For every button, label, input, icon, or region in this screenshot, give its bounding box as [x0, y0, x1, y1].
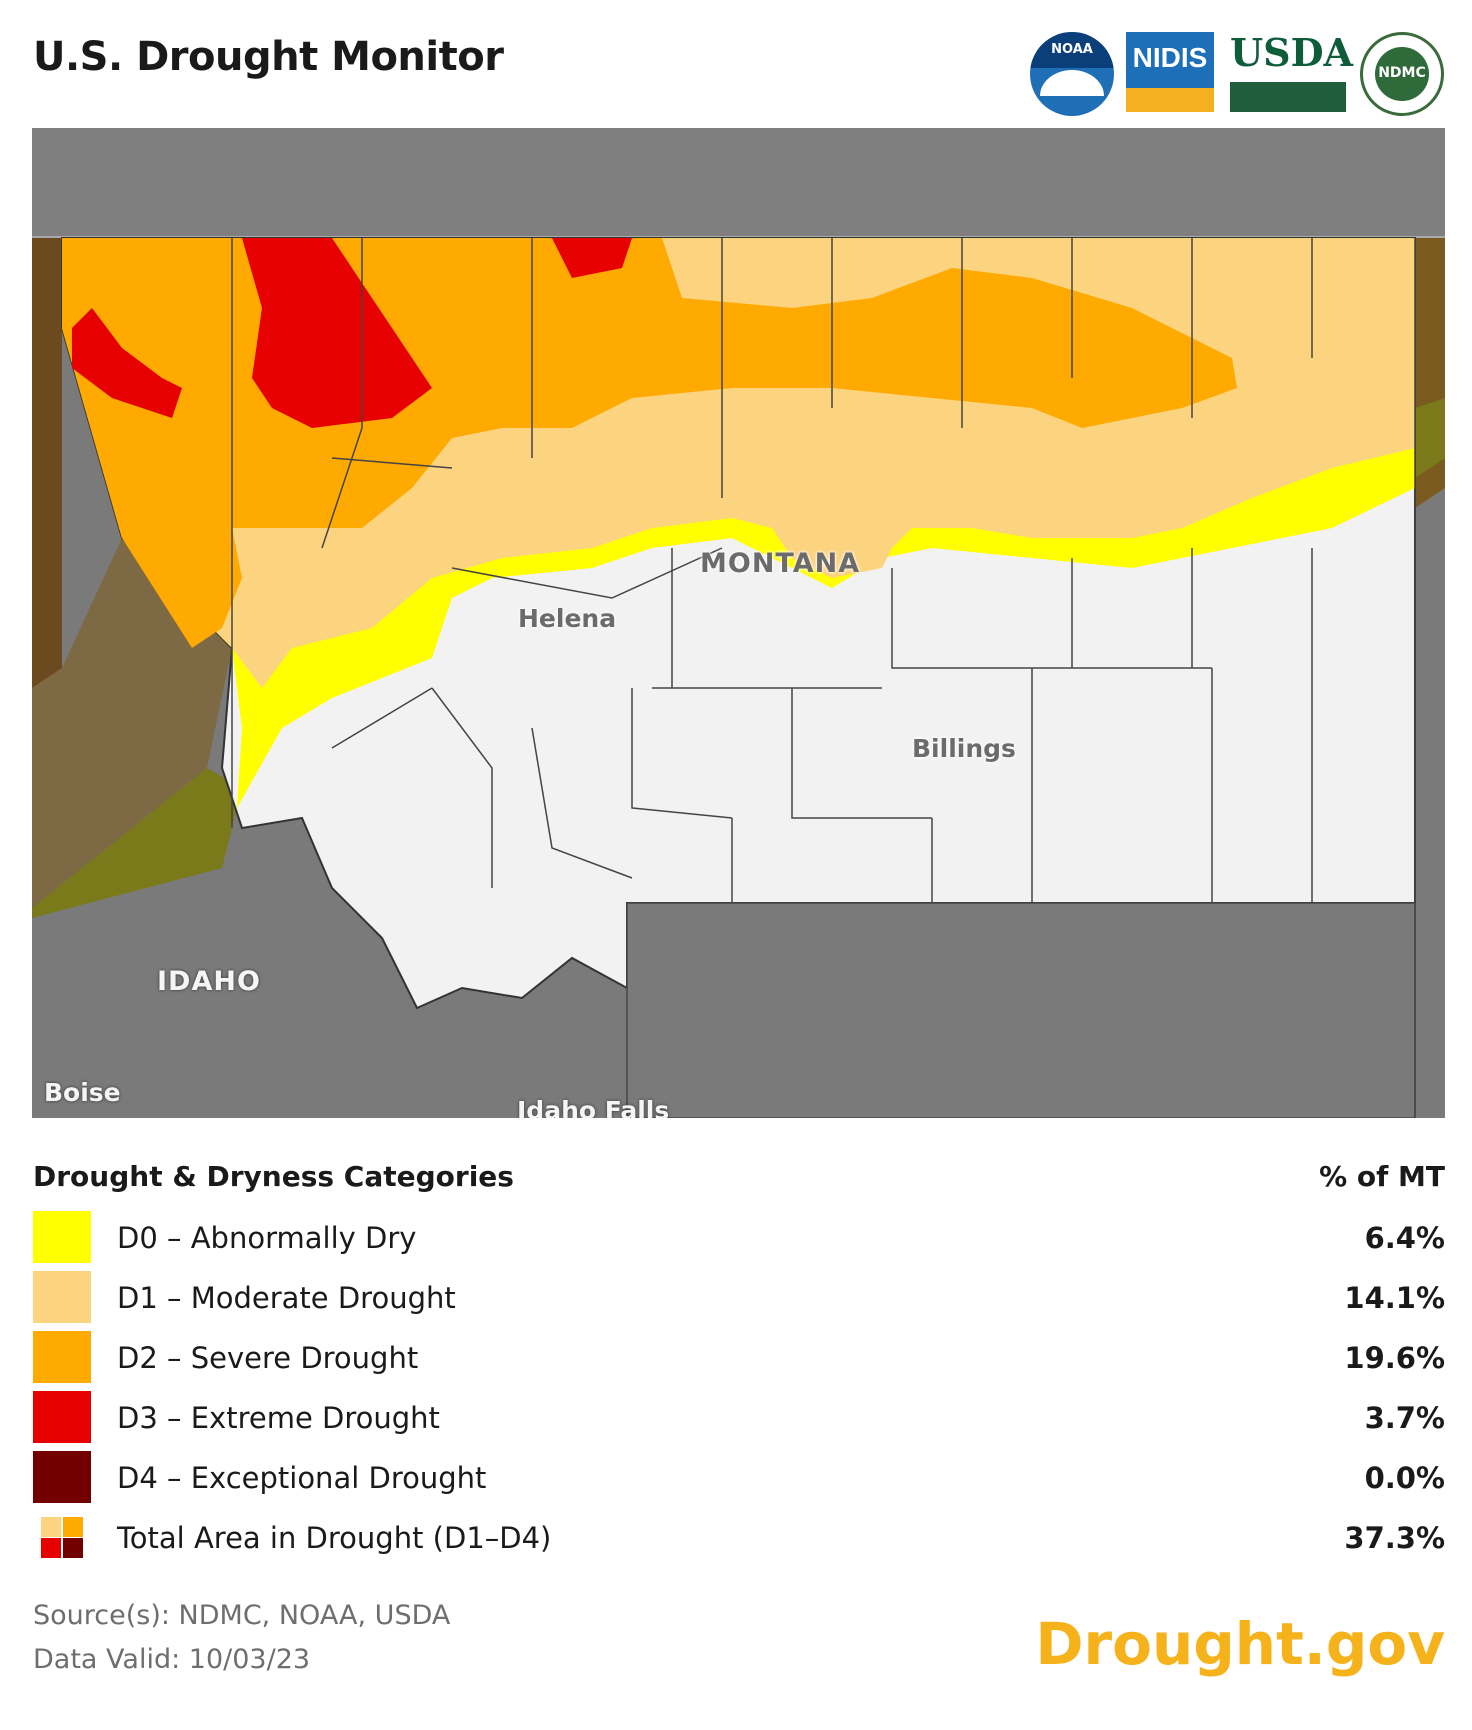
- source-text: Source(s): NDMC, NOAA, USDA: [33, 1600, 451, 1631]
- idaho-d4-patch: [32, 238, 62, 688]
- legend-label: D2 – Severe Drought: [117, 1341, 419, 1375]
- legend-label: D3 – Extreme Drought: [117, 1401, 440, 1435]
- legend-row-total: Total Area in Drought (D1–D4) 37.3%: [33, 1511, 1445, 1563]
- nd-olive-patch: [1415, 398, 1445, 478]
- label-idaho-falls: Idaho Falls: [517, 1096, 670, 1118]
- wyoming-area: [626, 902, 1416, 1118]
- swatch-total: [33, 1511, 91, 1563]
- legend-row-d3: D3 – Extreme Drought 3.7%: [33, 1391, 1445, 1443]
- legend-heading: Drought & Dryness Categories: [33, 1160, 514, 1193]
- swatch-d3: [33, 1391, 91, 1443]
- legend-label: D0 – Abnormally Dry: [117, 1221, 417, 1255]
- swatch-d2: [33, 1331, 91, 1383]
- swatch-d4: [33, 1451, 91, 1503]
- canada-area: [32, 128, 1445, 238]
- label-boise: Boise: [44, 1078, 121, 1107]
- label-idaho: IDAHO: [157, 966, 261, 997]
- page-title: U.S. Drought Monitor: [33, 34, 504, 80]
- drought-gov-link[interactable]: Drought.gov: [1035, 1610, 1445, 1678]
- drought-map[interactable]: MONTANA Helena Billings IDAHO Boise Idah…: [32, 128, 1445, 1118]
- legend-value: 14.1%: [1344, 1281, 1445, 1315]
- legend-value: 37.3%: [1344, 1521, 1445, 1555]
- d3-area-3: [72, 308, 182, 418]
- d3-area-2: [552, 238, 632, 278]
- legend-value: 3.7%: [1364, 1401, 1445, 1435]
- legend-value: 19.6%: [1344, 1341, 1445, 1375]
- legend-value: 6.4%: [1364, 1221, 1445, 1255]
- county-lines: [231, 238, 1313, 903]
- ndmc-logo[interactable]: NDMC: [1360, 32, 1444, 116]
- map-svg: [32, 128, 1445, 1118]
- legend-row-d0: D0 – Abnormally Dry 6.4%: [33, 1211, 1445, 1263]
- d3-area-1: [242, 238, 432, 428]
- legend-label: Total Area in Drought (D1–D4): [117, 1521, 552, 1555]
- legend-row-d2: D2 – Severe Drought 19.6%: [33, 1331, 1445, 1383]
- legend-label: D4 – Exceptional Drought: [117, 1461, 487, 1495]
- legend-row-d1: D1 – Moderate Drought 14.1%: [33, 1271, 1445, 1323]
- idaho-olive-patch: [32, 768, 242, 918]
- percent-heading: % of MT: [1319, 1160, 1445, 1193]
- legend-label: D1 – Moderate Drought: [117, 1281, 456, 1315]
- noaa-logo[interactable]: NOAA: [1030, 32, 1114, 116]
- label-helena: Helena: [518, 604, 617, 633]
- label-montana: MONTANA: [700, 548, 861, 579]
- swatch-d1: [33, 1271, 91, 1323]
- nidis-logo[interactable]: NIDIS: [1126, 32, 1214, 112]
- source-note: Source(s): NDMC, NOAA, USDA Data Valid: …: [33, 1594, 450, 1682]
- swatch-d0: [33, 1211, 91, 1263]
- legend-value: 0.0%: [1364, 1461, 1445, 1495]
- label-billings: Billings: [912, 734, 1016, 763]
- valid-date: Data Valid: 10/03/23: [33, 1644, 311, 1675]
- usda-logo[interactable]: USDA: [1230, 30, 1353, 112]
- legend-row-d4: D4 – Exceptional Drought 0.0%: [33, 1451, 1445, 1503]
